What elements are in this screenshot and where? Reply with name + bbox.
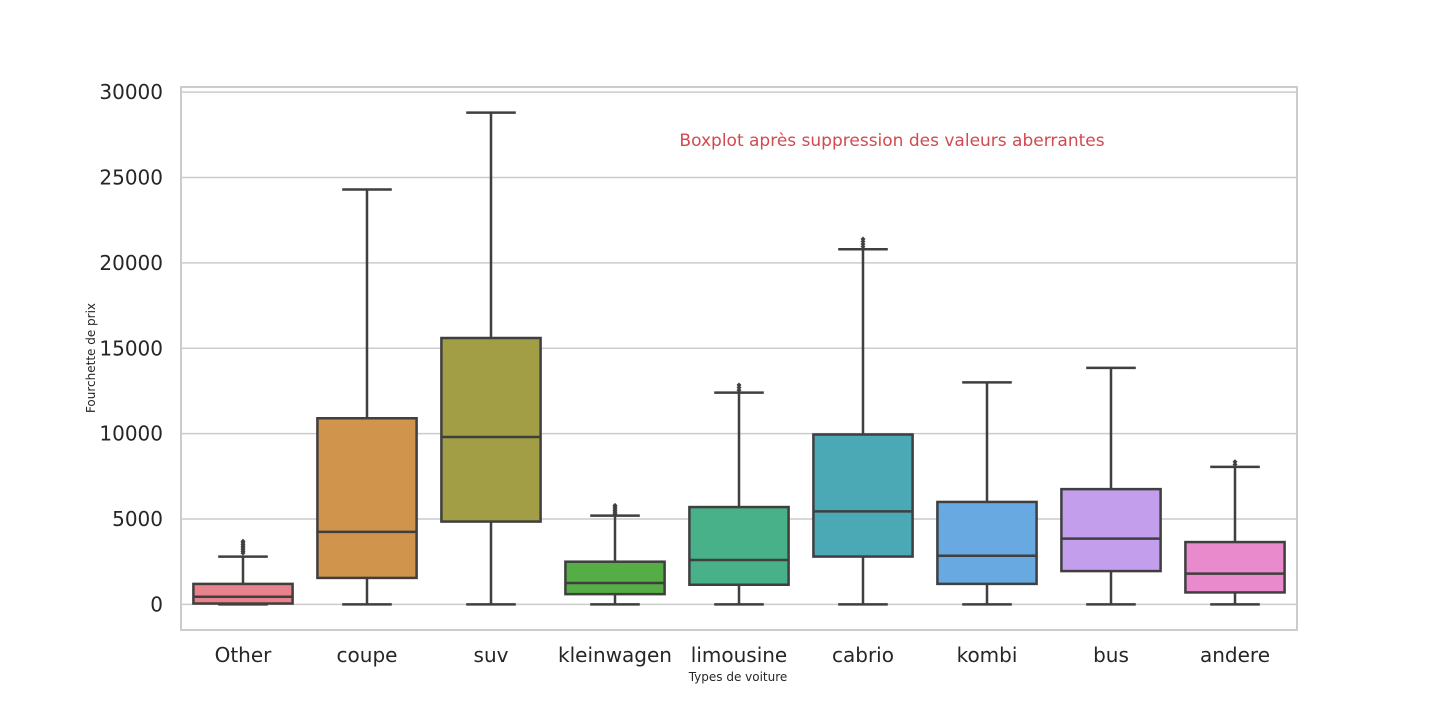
box-kleinwagen xyxy=(564,502,666,606)
outlier-point xyxy=(736,385,742,391)
box-Other xyxy=(192,538,294,606)
y-tick-label: 0 xyxy=(150,592,163,616)
y-tick-label: 25000 xyxy=(99,166,163,190)
x-tick-label: cabrio xyxy=(832,643,894,667)
outlier-point xyxy=(860,244,866,250)
iqr-box xyxy=(192,582,294,605)
box-andere xyxy=(1184,459,1286,606)
outlier-point xyxy=(240,538,246,544)
box-limousine xyxy=(688,382,790,606)
x-tick-label: suv xyxy=(474,643,509,667)
x-axis-label: Types de voiture xyxy=(688,670,788,684)
boxes xyxy=(192,111,1286,606)
iqr-box xyxy=(564,560,666,596)
outlier-point xyxy=(1232,459,1238,465)
y-tick-label: 30000 xyxy=(99,80,163,104)
box-cabrio xyxy=(812,236,914,606)
box-suv xyxy=(440,111,542,606)
x-tick-label: Other xyxy=(215,643,273,667)
x-tick-label: andere xyxy=(1200,643,1270,667)
x-tick-label: bus xyxy=(1093,643,1129,667)
plot-frame xyxy=(180,86,1298,631)
box-coupe xyxy=(316,188,418,606)
outlier-point xyxy=(1232,461,1238,467)
box-bus xyxy=(1060,366,1162,606)
iqr-box xyxy=(812,433,914,558)
iqr-box xyxy=(440,336,542,523)
chart-annotation: Boxplot après suppression des valeurs ab… xyxy=(679,131,1104,151)
x-tick-label: kleinwagen xyxy=(558,643,672,667)
x-tick-label: kombi xyxy=(957,643,1018,667)
outlier-point xyxy=(736,387,742,393)
y-tick-label: 20000 xyxy=(99,251,163,275)
x-tick-label: limousine xyxy=(691,643,787,667)
box-kombi xyxy=(936,381,1038,606)
iqr-box xyxy=(936,500,1038,586)
y-tick-label: 15000 xyxy=(99,336,163,360)
outlier-point xyxy=(860,239,866,245)
iqr-box xyxy=(688,505,790,587)
outlier-point xyxy=(736,382,742,388)
x-tick-labels: Other coupe suv kleinwagen limousine cabrio ko… xyxy=(215,643,1270,667)
iqr-box xyxy=(1184,540,1286,594)
y-tick-label: 5000 xyxy=(112,507,163,531)
y-axis-label: Fourchette de prix xyxy=(84,303,98,413)
iqr-box xyxy=(1060,487,1162,573)
iqr-box xyxy=(316,417,418,580)
outlier-point xyxy=(612,502,618,508)
y-tick-labels: 0 5000 10000 15000 20000 25000 30000 xyxy=(99,80,163,616)
y-tick-label: 10000 xyxy=(99,422,163,446)
outlier-point xyxy=(860,241,866,247)
outlier-point xyxy=(860,236,866,242)
x-tick-label: coupe xyxy=(337,643,398,667)
